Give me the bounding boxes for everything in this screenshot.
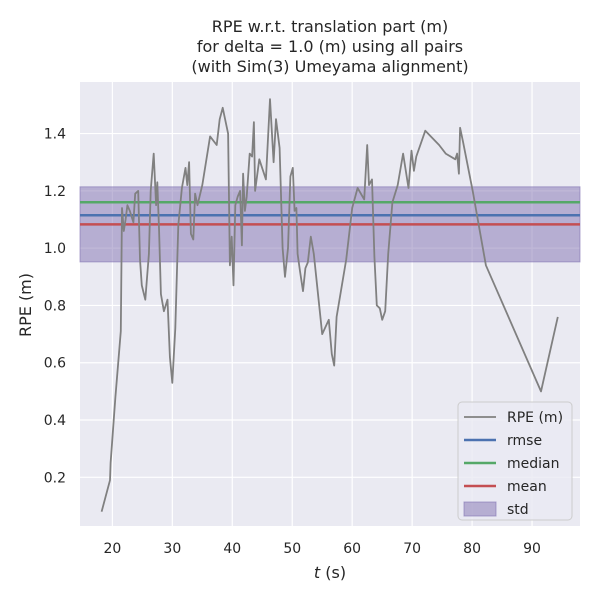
title-line-2: for delta = 1.0 (m) using all pairs: [197, 37, 463, 56]
y-tick-label: 1.0: [44, 241, 66, 257]
title-line-3: (with Sim(3) Umeyama alignment): [191, 57, 468, 76]
x-tick-label: 60: [343, 541, 361, 557]
x-tick-label: 70: [403, 541, 421, 557]
legend-label: RPE (m): [507, 410, 563, 426]
x-tick-label: 30: [163, 541, 181, 557]
legend-label: rmse: [507, 433, 542, 449]
title-line-1: RPE w.r.t. translation part (m): [212, 17, 448, 36]
x-tick-label: 40: [223, 541, 241, 557]
legend-swatch: [463, 501, 497, 517]
x-axis-label-var: t: [314, 563, 321, 582]
chart-title: RPE w.r.t. translation part (m) for delt…: [191, 17, 468, 76]
x-tick-label: 20: [103, 541, 121, 557]
legend-label: std: [507, 502, 529, 518]
stat-lines: [80, 201, 580, 226]
legend-label: mean: [507, 479, 547, 495]
y-tick-label: 0.4: [44, 413, 66, 429]
x-tick-label: 50: [283, 541, 301, 557]
x-tick-labels: 20 30 40 50 60 70 80 90: [103, 541, 540, 557]
y-tick-label: 0.2: [44, 470, 66, 486]
x-axis-label-unit: (s): [320, 563, 346, 582]
rpe-line: [100, 98, 559, 512]
y-axis-label: RPE (m): [16, 273, 35, 337]
legend-box: [457, 401, 573, 521]
x-tick-label: 80: [463, 541, 481, 557]
x-axis-label: t (s): [314, 563, 346, 582]
y-tick-label: 1.4: [44, 127, 66, 143]
legend: RPE (m) rmse median mean std: [457, 401, 573, 521]
legend-label: median: [507, 456, 559, 472]
y-tick-labels: 0.2 0.4 0.6 0.8 1.0 1.2 1.4: [44, 127, 66, 487]
y-tick-label: 1.2: [44, 184, 66, 200]
y-tick-label: 0.8: [44, 298, 66, 314]
x-tick-label: 90: [523, 541, 541, 557]
rpe-series: [100, 98, 559, 512]
y-tick-label: 0.6: [44, 356, 66, 372]
